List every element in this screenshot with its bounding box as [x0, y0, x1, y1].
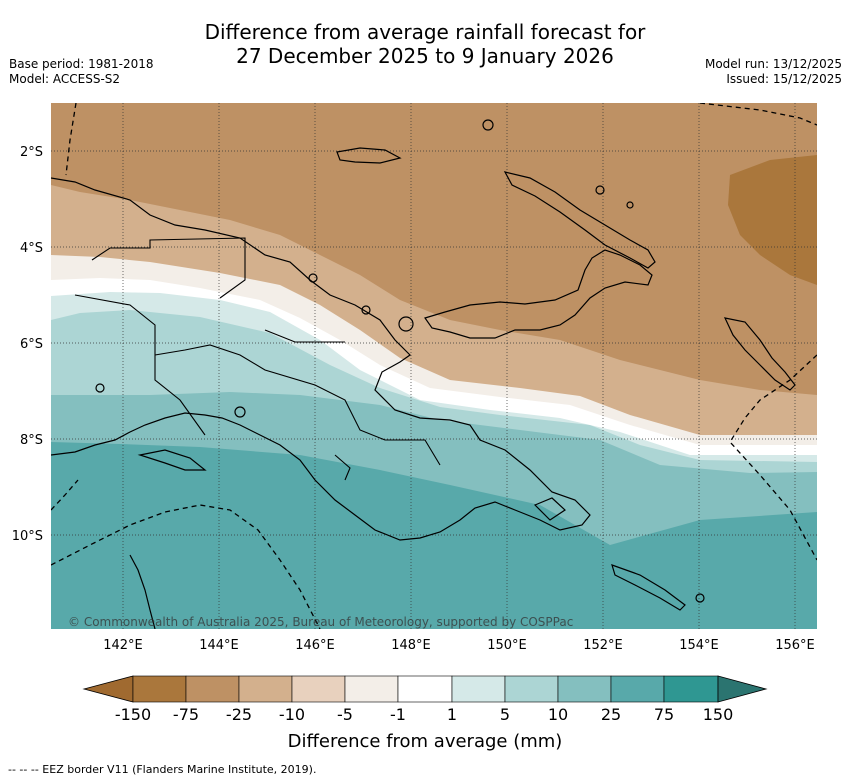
lat-label: 2°S [20, 145, 43, 160]
colorbar-segment [397, 675, 453, 703]
map-title: Difference from average rainfall forecas… [0, 20, 850, 68]
lon-label: 150°E [487, 638, 527, 653]
colorbar-tick: 75 [654, 705, 674, 724]
colorbar-tick: -1 [390, 705, 406, 724]
rainfall-map: © Commonwealth of Australia 2025, Bureau… [51, 103, 817, 629]
colorbar-segment [504, 675, 559, 703]
colorbar-underflow [82, 675, 134, 703]
admin-borders [74, 237, 441, 481]
island [95, 383, 105, 393]
colorbar-segment [185, 675, 240, 703]
meta-left: Base period: 1981-2018 Model: ACCESS-S2 [9, 57, 154, 87]
graticule [51, 103, 817, 629]
new-guinea-coast [51, 177, 591, 541]
lon-label: 144°E [199, 638, 239, 653]
colorbar-ticks: -150 -75 -25 -10 -5 -1 1 5 10 25 75 150 [115, 705, 733, 724]
eez-northeast [699, 103, 817, 126]
coastlines [51, 119, 796, 629]
colorbar: -150 -75 -25 -10 -5 -1 1 5 10 25 75 150 … [82, 675, 768, 752]
border-western [74, 294, 206, 436]
manus-coast [336, 147, 402, 164]
border-highlands [264, 329, 345, 343]
island [482, 119, 494, 131]
eez-legend: -- -- -- EEZ border V11 (Flanders Marine… [8, 763, 317, 776]
base-period: Base period: 1981-2018 [9, 57, 154, 71]
colorbar-overflow [717, 675, 768, 703]
lon-label: 156°E [775, 638, 815, 653]
colorbar-tick: 25 [601, 705, 621, 724]
colorbar-tick: -150 [115, 705, 151, 724]
lon-label: 146°E [295, 638, 335, 653]
colorbar-segment [610, 675, 665, 703]
eez-west [65, 103, 77, 176]
lon-label: 154°E [679, 638, 719, 653]
torres-islands [137, 449, 207, 471]
title-line-2: 27 December 2025 to 9 January 2026 [236, 44, 614, 68]
band-brown-medium [51, 103, 817, 395]
dentrecasteaux-coast [533, 497, 566, 521]
border-gulf [154, 344, 441, 466]
colorbar-segment [663, 675, 719, 703]
colorbar-segment [557, 675, 612, 703]
island [361, 305, 371, 315]
lon-label: 142°E [103, 638, 143, 653]
louisiade-coast [611, 564, 686, 611]
model-name: Model: ACCESS-S2 [9, 72, 121, 86]
lat-label: 6°S [20, 337, 43, 352]
meta-right: Model run: 13/12/2025 Issued: 15/12/2025 [705, 57, 842, 87]
island [626, 201, 634, 209]
new-britain-coast [424, 249, 653, 339]
colorbar-segment [291, 675, 346, 703]
lat-label: 4°S [20, 241, 43, 256]
model-run: Model run: 13/12/2025 [704, 57, 842, 71]
island [595, 185, 605, 195]
eez-east [729, 354, 817, 561]
island [234, 406, 246, 418]
eez-south [51, 504, 321, 629]
colorbar-tick: -10 [279, 705, 305, 724]
new-ireland-coast [503, 171, 656, 269]
bougainville-coast [723, 317, 796, 391]
colorbar-tick: 5 [500, 705, 510, 724]
island [398, 316, 414, 332]
lon-label: 152°E [583, 638, 623, 653]
title-line-1: Difference from average rainfall forecas… [204, 20, 646, 44]
colorbar-segment [451, 675, 506, 703]
cape-york-coast [129, 554, 156, 629]
copyright-text: © Commonwealth of Australia 2025, Bureau… [68, 615, 573, 629]
colorbar-tick: -75 [173, 705, 199, 724]
lon-labels: 142°E 144°E 146°E 148°E 150°E 152°E 154°… [103, 638, 815, 653]
lat-labels: 2°S 4°S 6°S 8°S 10°S [12, 145, 43, 544]
island [695, 593, 705, 603]
colorbar-tick: 150 [703, 705, 734, 724]
colorbar-tick: 10 [548, 705, 568, 724]
colorbar-segment [132, 675, 187, 703]
issued-date: Issued: 15/12/2025 [726, 72, 842, 86]
lat-label: 8°S [20, 433, 43, 448]
lat-label: 10°S [12, 529, 43, 544]
lon-label: 148°E [391, 638, 431, 653]
border-sepik [91, 237, 246, 299]
colorbar-tick: -5 [337, 705, 353, 724]
colorbar-segment [344, 675, 399, 703]
colorbar-title: Difference from average (mm) [288, 731, 563, 752]
colorbar-tick: 1 [447, 705, 457, 724]
island [308, 273, 318, 283]
colorbar-tick: -25 [226, 705, 252, 724]
border-central [334, 454, 351, 481]
eez-border [51, 103, 817, 629]
eez-southwest [51, 479, 79, 511]
colorbar-segment [238, 675, 293, 703]
